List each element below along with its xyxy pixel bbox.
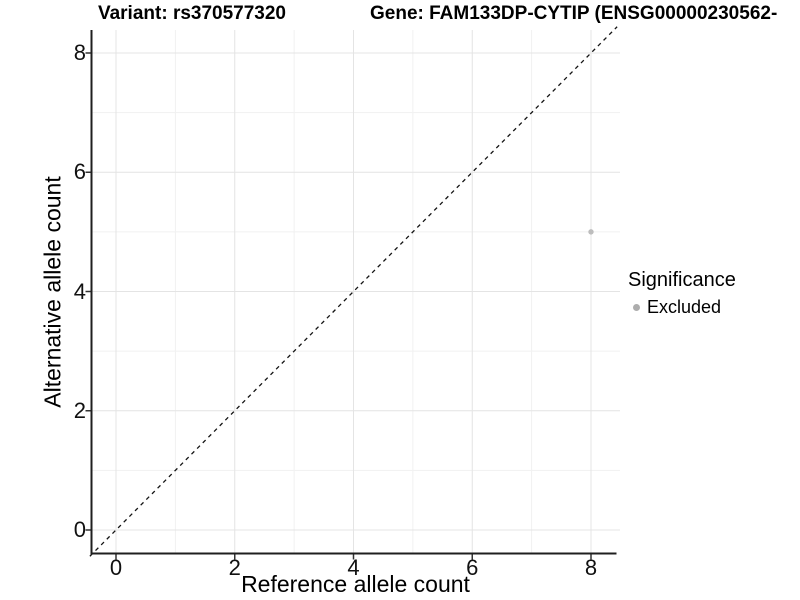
- x-tick-label: 2: [228, 555, 241, 580]
- legend-title: Significance: [628, 269, 736, 291]
- data-point: [588, 229, 594, 235]
- variant-title: Variant: rs370577320: [97, 3, 287, 24]
- x-tick-label: 8: [584, 555, 598, 580]
- legend: Significance Excluded: [628, 269, 736, 318]
- gene-title: Gene: FAM133DP-CYTIP (ENSG00000230562-: [370, 3, 778, 24]
- y-tick-label: 4: [73, 278, 86, 304]
- legend-item-label: Excluded: [647, 297, 722, 317]
- y-tick-label: 0: [73, 517, 86, 542]
- x-tick-label: 4: [347, 555, 360, 580]
- legend-item-excluded: Excluded: [633, 297, 736, 318]
- y-tick-label: 8: [73, 40, 86, 65]
- y-tick-label: 2: [73, 397, 86, 423]
- x-tick-label: 6: [466, 555, 479, 580]
- x-axis-title: Reference allele count: [241, 571, 470, 597]
- legend-point-icon: [633, 304, 640, 311]
- x-tick-label: 0: [109, 555, 123, 580]
- y-tick-label: 6: [73, 159, 86, 185]
